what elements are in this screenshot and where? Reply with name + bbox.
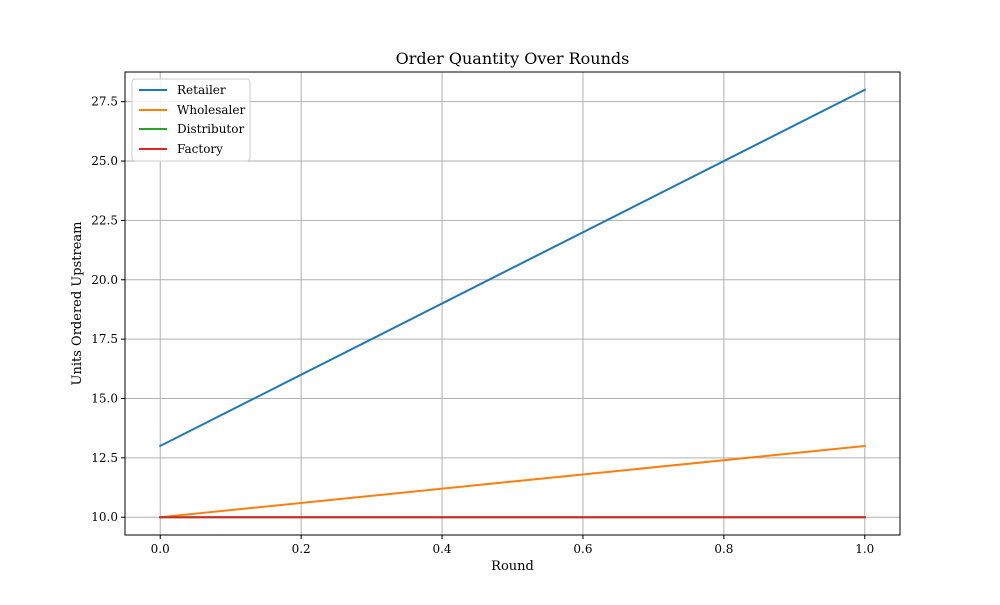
plot-area-frame (124, 71, 901, 536)
x-tick-label: 0.8 (714, 542, 733, 556)
x-tick-label: 0.4 (432, 542, 451, 556)
y-tick-label: 12.5 (91, 451, 118, 465)
x-axis-title: Round (491, 559, 534, 574)
y-axis-ticks: 10.0 12.5 15.0 17.5 20.0 22.5 25.0 27.5 (91, 95, 125, 524)
chart-title: Order Quantity Over Rounds (396, 49, 630, 68)
y-tick-label: 22.5 (91, 213, 118, 227)
y-tick-label: 15.0 (91, 391, 118, 405)
x-tick-label: 0.0 (151, 542, 170, 556)
legend-label-factory: Factory (177, 142, 223, 156)
series-line-wholesaler (159, 444, 866, 519)
x-axis-ticks: 0.0 0.2 0.4 0.6 0.8 1.0 (151, 535, 874, 556)
series-line-retailer (158, 88, 867, 448)
legend-box (131, 78, 251, 162)
legend-label-retailer: Retailer (177, 83, 226, 97)
legend-label-wholesaler: Wholesaler (177, 103, 245, 117)
x-tick-label: 0.6 (573, 542, 592, 556)
series-lines (158, 88, 867, 519)
y-tick-label: 10.0 (91, 510, 118, 524)
y-tick-label: 20.0 (91, 273, 118, 287)
y-tick-label: 25.0 (91, 154, 118, 168)
y-tick-label: 27.5 (91, 95, 118, 109)
x-tick-label: 0.2 (292, 542, 311, 556)
y-tick-label: 17.5 (91, 332, 118, 346)
y-axis-title: Units Ordered Upstream (70, 222, 85, 386)
grid (125, 72, 900, 535)
legend-label-distributor: Distributor (177, 122, 244, 136)
x-tick-label: 1.0 (855, 542, 874, 556)
legend: Retailer Wholesaler Distributor Factory (131, 78, 251, 162)
